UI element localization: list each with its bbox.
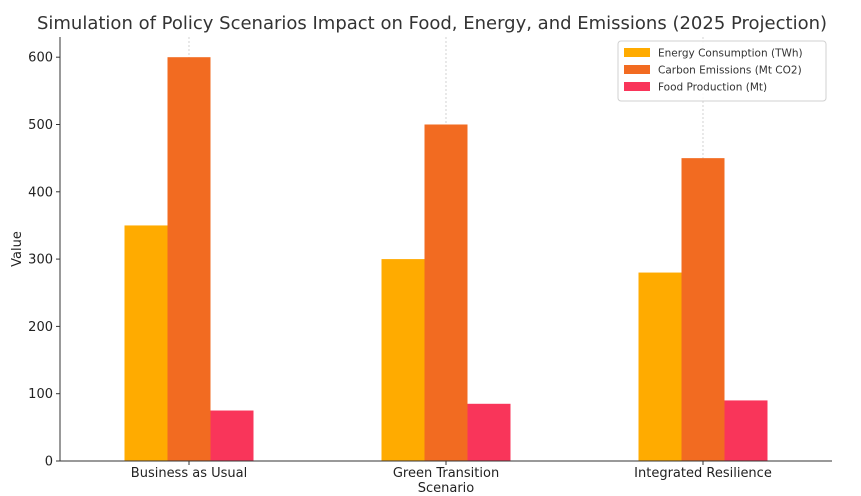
y-tick-label: 0 xyxy=(45,455,53,470)
legend-label: Carbon Emissions (Mt CO2) xyxy=(658,65,802,77)
legend: Energy Consumption (TWh) Carbon Emissions… xyxy=(617,40,827,102)
legend-label: Energy Consumption (TWh) xyxy=(658,48,803,60)
bar xyxy=(124,225,168,461)
bar xyxy=(724,400,768,461)
bars-layer xyxy=(124,57,768,461)
bar xyxy=(681,158,725,461)
chart-title: Simulation of Policy Scenarios Impact on… xyxy=(37,13,827,34)
bar xyxy=(638,272,682,461)
y-tick-label: 500 xyxy=(28,118,53,133)
x-tick-label: Green Transition xyxy=(393,466,499,481)
y-tick-label: 600 xyxy=(28,51,53,66)
y-tick-label: 300 xyxy=(28,253,53,268)
legend-swatch xyxy=(624,48,650,57)
x-axis-label: Scenario xyxy=(418,481,475,496)
bar xyxy=(167,57,211,461)
legend-label: Food Production (Mt) xyxy=(658,82,767,94)
bar xyxy=(381,259,425,461)
legend-swatch xyxy=(624,82,650,91)
y-tick-label: 400 xyxy=(28,185,53,200)
y-tick-label: 200 xyxy=(28,320,53,335)
x-tick-label: Business as Usual xyxy=(131,466,247,481)
axes-layer: 0 100 200 300 400 500 600 Business as Usual Gree… xyxy=(28,37,832,481)
bar xyxy=(467,403,511,461)
x-tick-label: Integrated Resilience xyxy=(634,466,772,481)
bar xyxy=(424,124,468,461)
bar xyxy=(210,410,254,461)
legend-frame xyxy=(617,40,827,102)
legend-swatch xyxy=(624,65,650,74)
y-tick-label: 100 xyxy=(28,387,53,402)
y-axis-label: Value xyxy=(10,231,25,267)
